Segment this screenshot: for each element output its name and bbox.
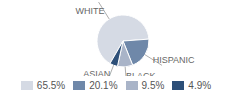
html-text:4.9%: 4.9% [188, 80, 212, 91]
svg-text:HISPANIC: HISPANIC [153, 55, 195, 65]
html-text:9.5%: 9.5% [141, 80, 165, 91]
html-text:20.1%: 20.1% [89, 80, 118, 91]
svg-text:ASIAN: ASIAN [83, 69, 110, 76]
svg-text:BLACK: BLACK [126, 71, 156, 76]
svg-text:WHITE: WHITE [75, 6, 104, 16]
html-text:65.5%: 65.5% [36, 80, 66, 91]
